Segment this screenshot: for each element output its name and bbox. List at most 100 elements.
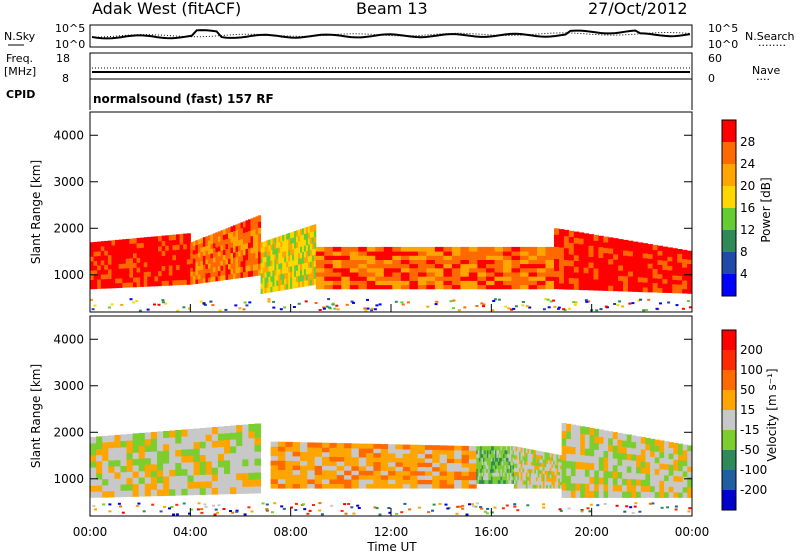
velocity-cell	[480, 476, 483, 481]
power-cell	[264, 256, 267, 263]
velocity-cell	[519, 484, 522, 489]
velocity-cell	[380, 444, 389, 449]
power-cell	[260, 272, 264, 279]
power-cell	[623, 260, 629, 266]
power-cell	[628, 302, 632, 305]
velocity-cell	[520, 484, 523, 489]
power-cell	[143, 237, 148, 243]
power-cell	[284, 278, 287, 285]
velocity-cell	[270, 446, 279, 452]
velocity-cell	[302, 503, 305, 506]
power-cell	[588, 284, 594, 291]
power-cell	[183, 264, 188, 270]
power-cell	[245, 265, 249, 272]
velocity-cell	[566, 490, 572, 498]
radar-title: Adak West (fitACF)	[92, 0, 241, 18]
velocity-cell	[373, 466, 382, 471]
velocity-cell	[488, 457, 491, 462]
velocity-cell	[493, 464, 496, 469]
velocity-cell	[534, 461, 537, 466]
power-cell	[298, 241, 301, 248]
velocity-cell	[294, 509, 298, 511]
velocity-cell	[500, 461, 503, 466]
velocity-cell	[556, 484, 559, 489]
velocity-cell	[544, 455, 547, 460]
velocity-cell	[491, 450, 493, 455]
velocity-cell	[461, 454, 470, 459]
power-cell	[583, 284, 589, 291]
velocity-cell	[513, 471, 517, 476]
power-cell	[366, 255, 376, 260]
power-cell	[667, 256, 673, 262]
power-cell	[217, 236, 221, 242]
power-cell	[657, 259, 663, 265]
velocity-cell	[395, 512, 399, 515]
power-cell	[195, 240, 199, 245]
velocity-cell	[138, 439, 146, 447]
power-cell	[627, 240, 634, 247]
power-cell	[235, 245, 239, 252]
velocity-cell	[520, 447, 523, 453]
power-cell	[349, 246, 359, 252]
power-cell	[309, 273, 313, 280]
velocity-cell	[230, 459, 237, 467]
velocity-cell	[248, 424, 255, 432]
velocity-cell	[477, 461, 480, 466]
power-cell	[573, 260, 580, 267]
velocity-cell	[497, 464, 500, 469]
velocity-cell	[277, 483, 286, 489]
power-cell	[520, 267, 529, 273]
power-cell	[230, 247, 234, 253]
velocity-cell	[318, 502, 322, 505]
velocity-cell	[477, 479, 480, 484]
power-cell	[200, 238, 204, 244]
velocity-cell	[516, 509, 520, 512]
velocity-cell	[596, 504, 600, 507]
velocity-cell	[205, 487, 213, 495]
power-cell	[313, 278, 317, 285]
velocity-cell	[489, 457, 492, 462]
power-cell	[225, 233, 229, 239]
power-cell	[672, 252, 678, 258]
velocity-cell	[461, 458, 470, 464]
power-cell	[613, 264, 619, 271]
power-cell	[179, 249, 184, 255]
velocity-cell	[373, 452, 382, 458]
velocity-cell	[439, 458, 448, 463]
power-cell	[282, 284, 285, 291]
power-cell	[205, 240, 209, 246]
power-cell	[303, 262, 307, 269]
velocity-cell	[481, 457, 484, 462]
velocity-cell	[626, 472, 632, 480]
velocity-cell	[491, 446, 493, 451]
velocity-cell	[499, 457, 501, 462]
power-cell	[363, 307, 367, 310]
velocity-cell	[476, 450, 479, 455]
power-cell	[375, 284, 385, 290]
velocity-cell	[687, 492, 693, 498]
velocity-cell	[366, 470, 374, 476]
power-cell	[647, 258, 654, 264]
velocity-cell	[417, 444, 426, 450]
velocity-cell	[366, 483, 374, 489]
velocity-cell	[522, 484, 525, 489]
velocity-cell	[90, 461, 97, 468]
velocity-cell	[373, 470, 382, 476]
velocity-cell	[551, 477, 554, 482]
velocity-cell	[322, 456, 330, 462]
velocity-cell	[548, 467, 551, 471]
velocity-cell	[504, 472, 507, 477]
power-cell	[545, 263, 555, 269]
power-cell	[477, 263, 487, 269]
velocity-cell	[517, 475, 520, 481]
power-cell	[207, 263, 211, 269]
freq-label-2: [MHz]	[4, 65, 36, 78]
velocity-cell	[566, 445, 572, 454]
velocity-cell	[402, 444, 411, 450]
velocity-cell	[554, 454, 557, 459]
velocity-cell	[217, 466, 225, 475]
power-cell	[537, 246, 546, 252]
power-cell	[642, 262, 649, 268]
velocity-cell	[529, 457, 532, 462]
velocity-cell	[96, 479, 103, 486]
